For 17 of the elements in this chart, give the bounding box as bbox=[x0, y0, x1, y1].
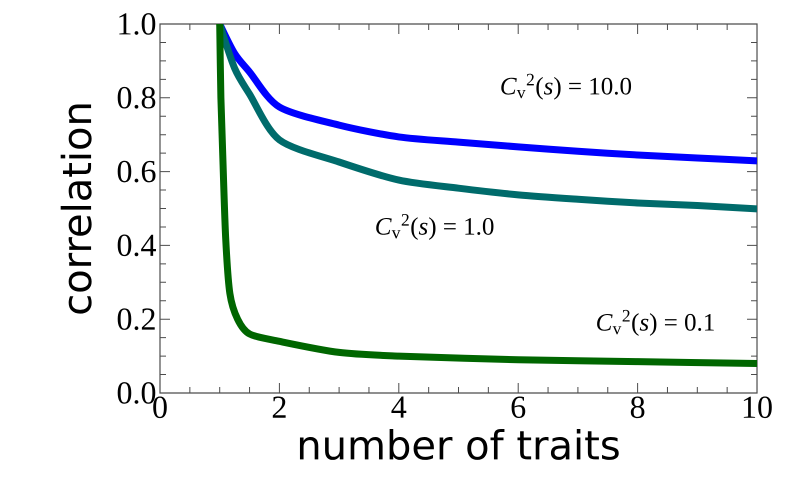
x-axis-title: number of traits bbox=[300, 428, 619, 460]
y-tick-label: 1.0 bbox=[119, 13, 156, 35]
series-label: C$_{v}$$^{2}$(s) = 10.0 bbox=[501, 74, 632, 100]
y-axis-title: correlation bbox=[60, 104, 92, 314]
y-tick-label: 0.0 bbox=[118, 382, 156, 404]
x-tick-label: 2 bbox=[272, 396, 286, 418]
y-tick-label: 0.4 bbox=[118, 234, 156, 256]
series-label: C$_{v}$$^{2}$(s) = 1.0 bbox=[376, 214, 494, 240]
series-label: C$_{v}$$^{2}$(s) = 0.1 bbox=[597, 310, 714, 336]
y-tick-label: 0.6 bbox=[118, 160, 156, 182]
x-tick-label: 6 bbox=[512, 396, 526, 418]
y-tick-label: 0.8 bbox=[118, 86, 156, 109]
x-tick-label: 10 bbox=[744, 396, 772, 418]
x-tick-label: 0 bbox=[153, 396, 167, 418]
x-tick-label: 8 bbox=[630, 396, 644, 418]
x-tick-label: 4 bbox=[391, 396, 406, 418]
y-tick-label: 0.2 bbox=[118, 308, 155, 330]
